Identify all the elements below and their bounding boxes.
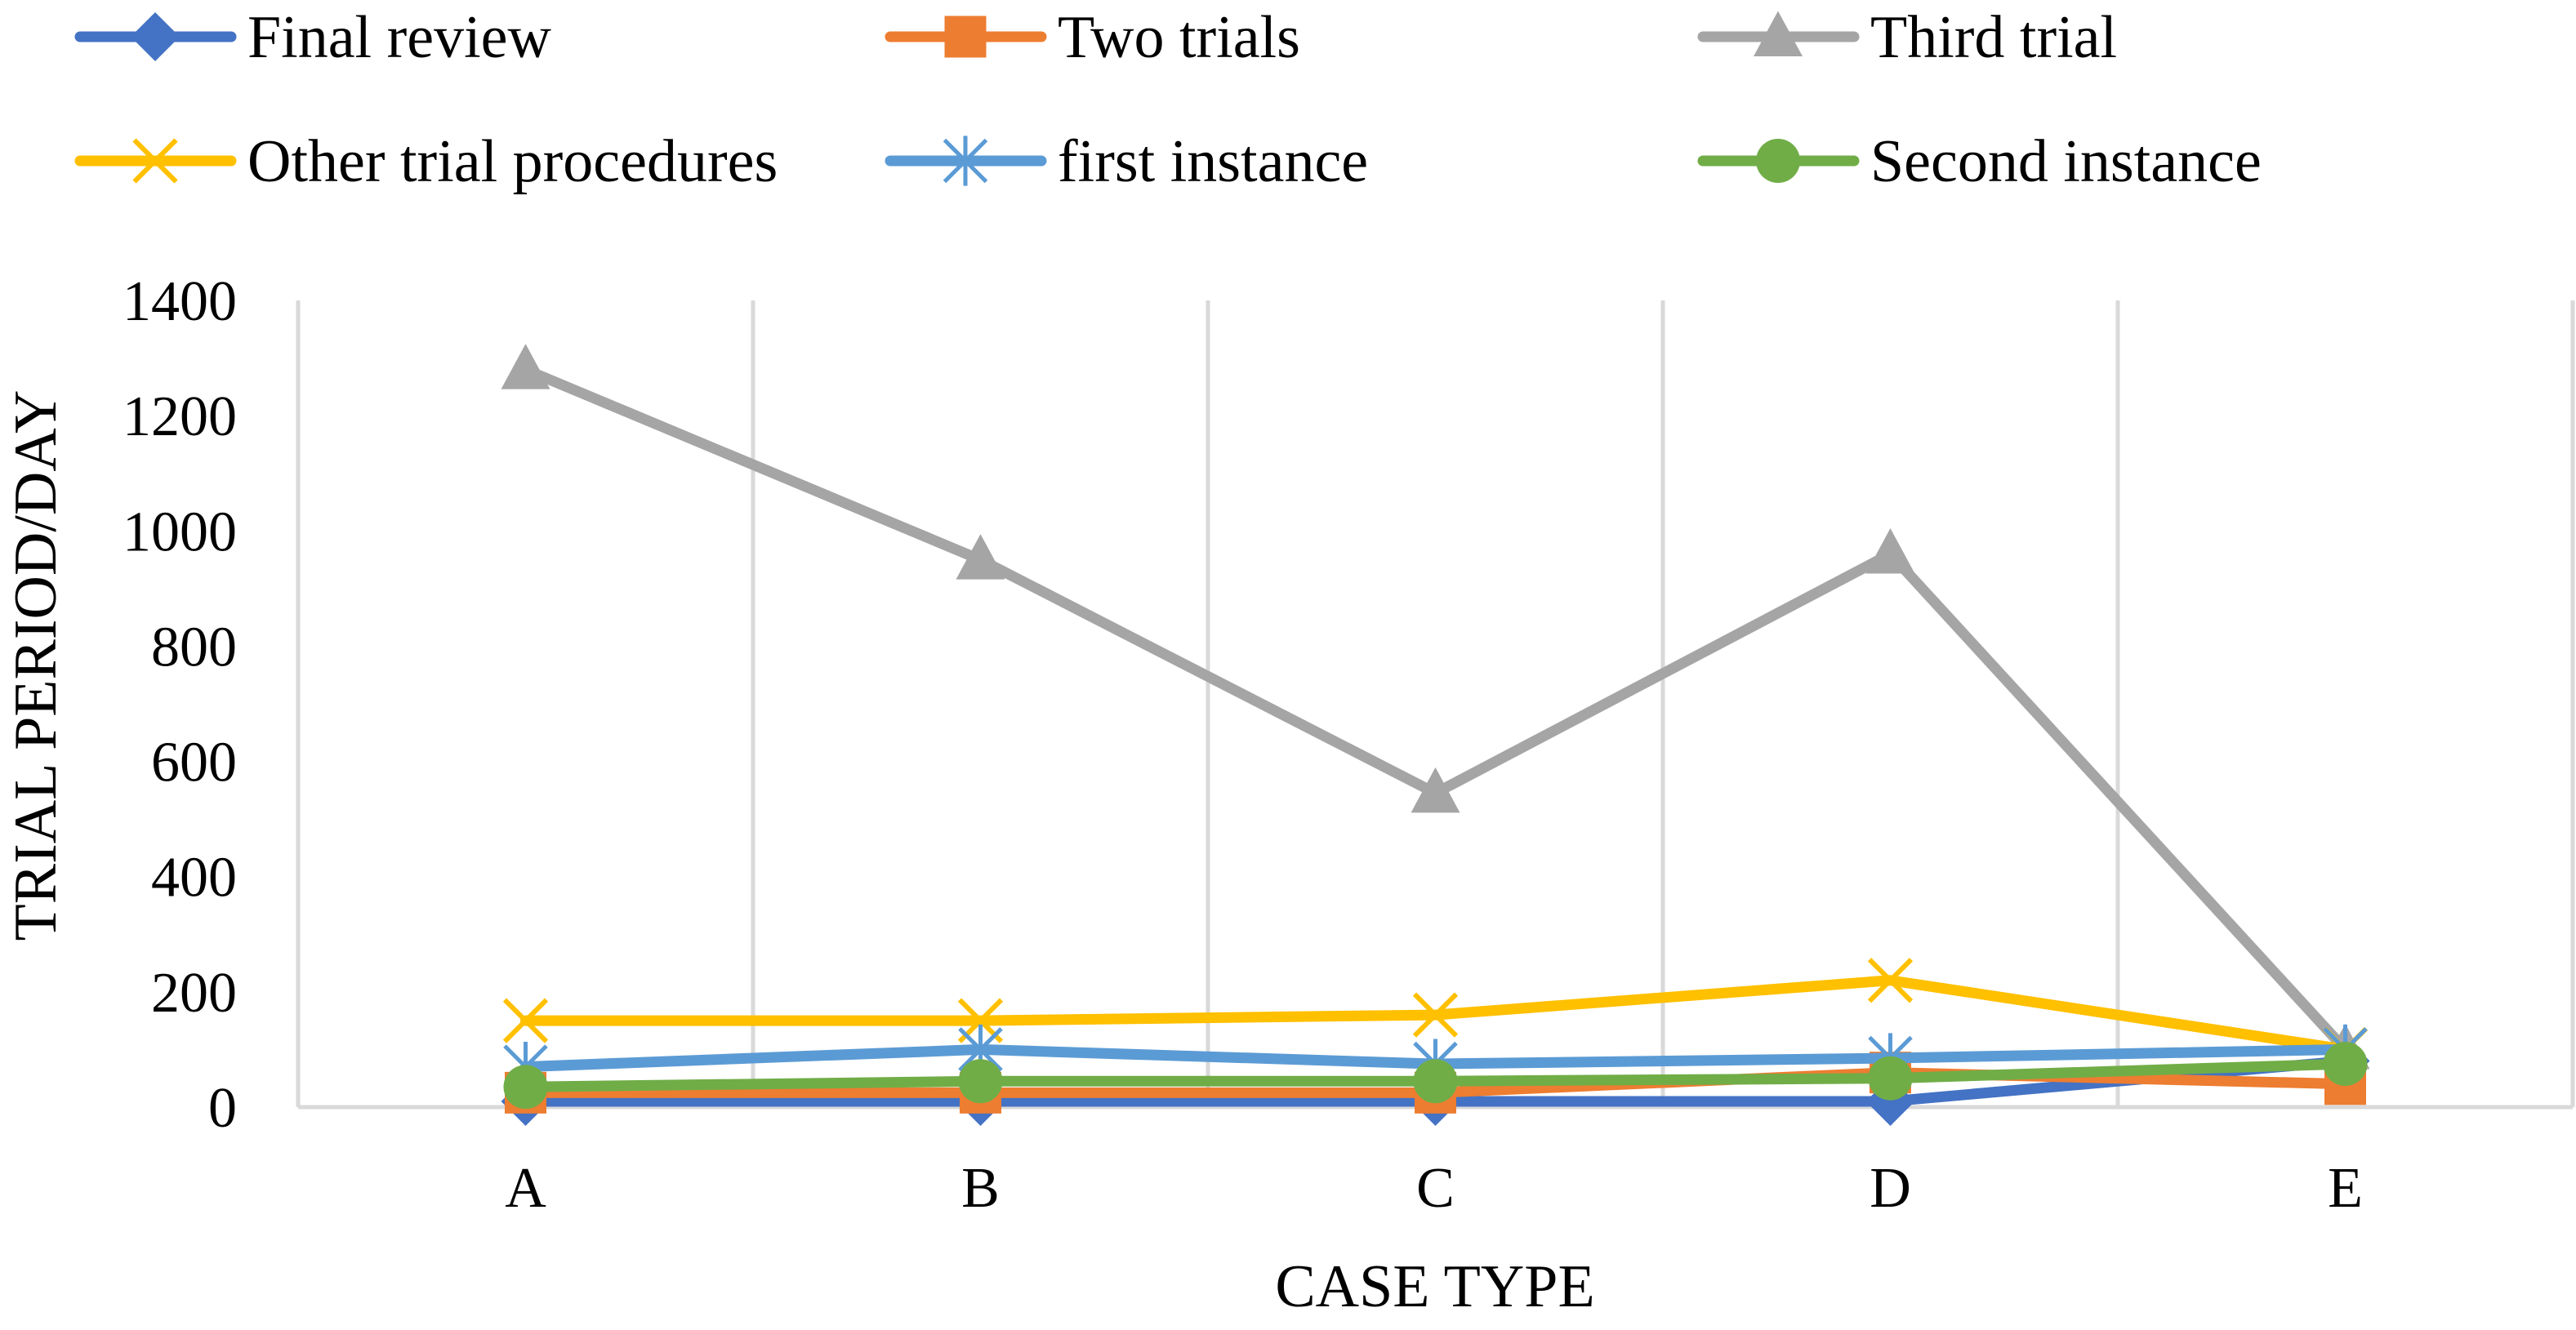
x-tick-label: D (1870, 1157, 1911, 1220)
data-point-second-instance (1413, 1059, 1458, 1104)
x-tick-label: B (961, 1157, 1000, 1220)
legend-entry-final-review: Final review (74, 4, 552, 71)
data-point-third-trial (1865, 528, 1915, 574)
legend-label: Other trial procedures (247, 128, 778, 195)
axes: 0 200 400 600 800 1000 1200 1400 A B C D E (123, 270, 2573, 1220)
series-third-trial (501, 344, 2370, 1070)
legend-label: Final review (247, 4, 552, 71)
legend-entry-two-trials: Two trials (885, 4, 1300, 71)
legend-entry-other-trial-procedures: Other trial procedures (74, 128, 778, 195)
data-point-second-instance (1868, 1056, 1913, 1101)
gridlines (751, 300, 2575, 1107)
series-line-third-trial (520, 364, 2351, 1055)
data-point-other-trial-procedures (1412, 992, 1459, 1038)
series-lines (501, 344, 2370, 1126)
legend-label: Two trials (1058, 4, 1300, 71)
data-point-third-trial (501, 344, 550, 389)
legend-marker (944, 16, 987, 58)
legend-label: Second instance (1870, 128, 2262, 195)
legend-marker (1756, 139, 1800, 183)
x-tick-label: E (2328, 1157, 2363, 1220)
data-point-third-trial (956, 534, 1005, 580)
y-axis-title: TRIAL PERIOD/DAY (2, 390, 69, 941)
data-point-other-trial-procedures (1867, 958, 1914, 1003)
legend-marker (943, 136, 988, 186)
x-tick-label: A (505, 1157, 546, 1220)
legend-entry-second-instance: Second instance (1697, 128, 2262, 195)
legend-entry-third-trial: Third trial (1697, 4, 2117, 71)
legend-marker (131, 12, 180, 61)
legend: Final review Two trials Third trial Other t… (74, 4, 2262, 195)
y-tick-label: 600 (151, 732, 237, 794)
y-tick-label: 0 (208, 1077, 237, 1140)
legend-entry-first-instance: first instance (885, 128, 1368, 195)
legend-marker (132, 138, 178, 184)
data-point-other-trial-procedures (502, 998, 549, 1043)
x-axis-title: CASE TYPE (1275, 1253, 1594, 1320)
y-tick-label: 200 (151, 962, 237, 1025)
legend-label: Third trial (1870, 4, 2117, 71)
data-point-second-instance (2323, 1042, 2368, 1087)
y-tick-label: 400 (151, 847, 237, 910)
y-tick-label: 1000 (123, 500, 237, 563)
series-second-instance (503, 1042, 2368, 1110)
x-tick-label: C (1416, 1157, 1455, 1220)
legend-label: first instance (1058, 128, 1368, 195)
data-point-third-trial (1411, 767, 1460, 813)
legend-marker (1754, 11, 1803, 56)
y-tick-label: 800 (151, 616, 237, 678)
data-point-second-instance (503, 1065, 548, 1110)
y-tick-label: 1400 (123, 270, 237, 333)
y-tick-label: 1200 (123, 385, 237, 448)
data-point-second-instance (958, 1059, 1003, 1104)
